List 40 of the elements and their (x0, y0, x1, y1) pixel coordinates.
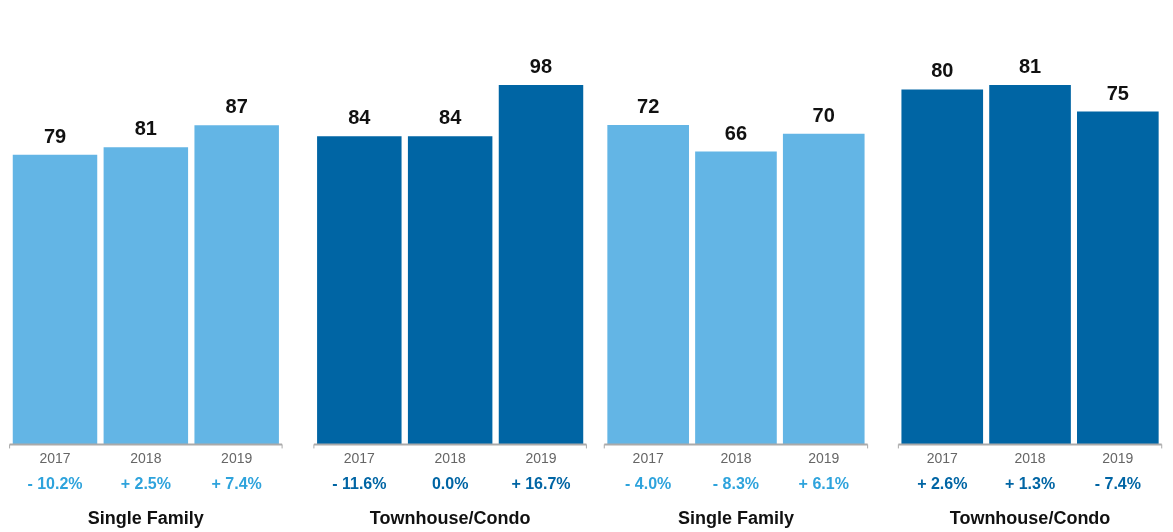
data-label: 87 (225, 95, 248, 118)
x-tick-label: 2017 (39, 450, 71, 467)
x-tick-label: 2017 (926, 450, 959, 467)
data-label: 79 (43, 124, 67, 147)
text: Single Family (677, 508, 794, 529)
text: Townhouse/Condo (369, 508, 531, 529)
x-tick-label: 2019 (1102, 450, 1134, 467)
text: 0.0% (431, 474, 469, 492)
text: + 16.7% (511, 474, 571, 492)
x-tick-label: 2017 (632, 450, 664, 467)
text: - 10.2% (27, 474, 83, 492)
x-tick-label: 2019 (221, 450, 253, 467)
data-label: 84 (439, 106, 463, 129)
x-tick-label: 2018 (434, 450, 466, 467)
x-tick-label: 2018 (130, 450, 162, 467)
data-label: 66 (724, 121, 748, 144)
data-label: 81 (134, 117, 157, 140)
data-label: 81 (1018, 54, 1042, 77)
text: Townhouse/Condo (949, 508, 1111, 529)
data-label: 84 (348, 106, 372, 129)
text: Single Family (87, 508, 204, 529)
x-tick-label: 2019 (808, 450, 840, 467)
text: - 8.3% (712, 474, 760, 492)
x-tick-label: 2017 (343, 450, 376, 467)
data-label: 75 (1106, 81, 1129, 104)
data-label: 80 (931, 59, 954, 82)
x-tick-label: 2018 (720, 450, 752, 467)
x-tick-label: 2018 (1014, 450, 1046, 467)
text: + 6.1% (798, 474, 849, 492)
data-label: 72 (637, 94, 660, 117)
data-label: 98 (529, 54, 553, 77)
text: + 7.4% (211, 474, 262, 492)
text: + 2.5% (120, 474, 171, 492)
text: - 7.4% (1094, 474, 1141, 492)
text: + 2.6% (917, 474, 968, 492)
x-tick-label: 2019 (525, 450, 557, 467)
text: - 11.6% (332, 474, 387, 492)
data-label: 70 (812, 103, 835, 126)
text: - 4.0% (625, 474, 672, 492)
text: + 1.3% (1004, 474, 1056, 492)
